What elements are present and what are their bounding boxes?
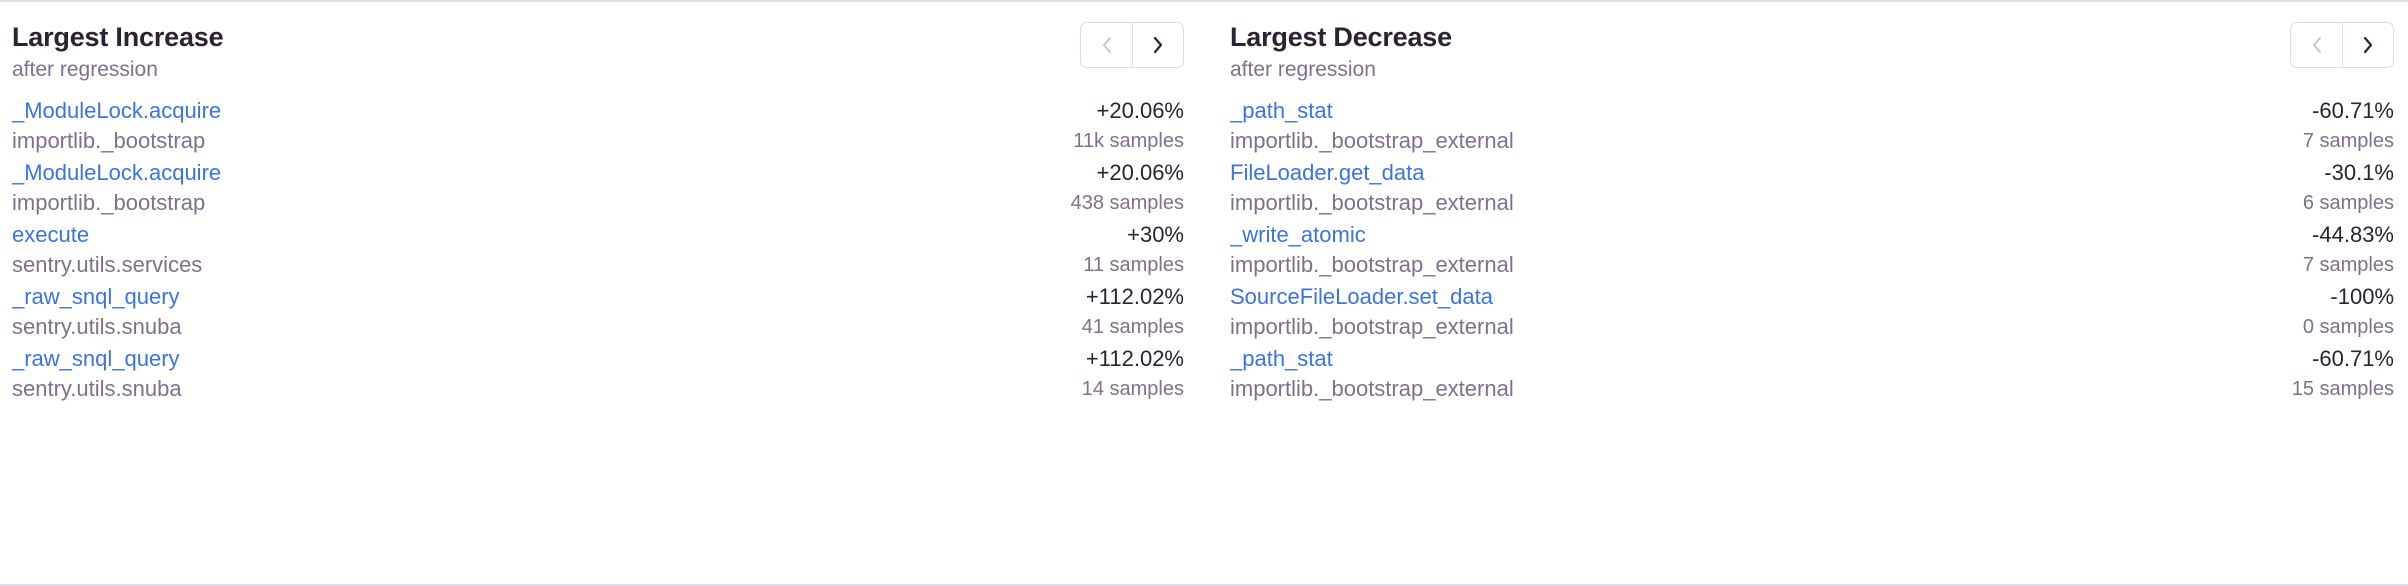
function-metrics: +20.06% 11k samples — [1073, 96, 1184, 156]
change-percent: -100% — [2330, 284, 2394, 309]
sample-count: 15 samples — [2291, 378, 2394, 400]
function-metrics: -60.71% 15 samples — [2292, 344, 2394, 404]
function-list: _path_stat importlib._bootstrap_external… — [1230, 96, 2394, 406]
change-percent: +112.02% — [1085, 346, 1184, 371]
function-link[interactable]: _ModuleLock.acquire — [12, 160, 222, 185]
panel-header: Largest Increase after regression — [12, 20, 1184, 92]
function-package: sentry.utils.snuba — [12, 376, 182, 401]
change-percent: -30.1% — [2324, 160, 2394, 185]
function-package: importlib._bootstrap — [12, 190, 206, 215]
function-link[interactable]: _write_atomic — [1230, 222, 1366, 247]
function-link[interactable]: _ModuleLock.acquire — [12, 98, 222, 123]
function-package: importlib._bootstrap_external — [1230, 314, 1514, 339]
list-item[interactable]: _raw_snql_query sentry.utils.snuba +112.… — [12, 344, 1184, 406]
panel-header: Largest Decrease after regression — [1230, 20, 2394, 92]
list-item[interactable]: _ModuleLock.acquire importlib._bootstrap… — [12, 158, 1184, 220]
change-percent: -60.71% — [2312, 346, 2394, 371]
function-identity: _raw_snql_query sentry.utils.snuba — [12, 344, 182, 404]
panel-title-group: Largest Decrease after regression — [1230, 20, 1452, 84]
change-percent: -60.71% — [2312, 98, 2394, 123]
pagination — [2290, 22, 2394, 68]
pagination — [1080, 22, 1184, 68]
function-package: importlib._bootstrap_external — [1230, 252, 1514, 277]
panel-largest-increase: Largest Increase after regression — [0, 2, 1204, 584]
list-item[interactable]: _ModuleLock.acquire importlib._bootstrap… — [12, 96, 1184, 158]
chevron-left-icon — [1099, 34, 1115, 56]
function-link[interactable]: execute — [12, 222, 90, 247]
page-subtitle: after regression — [1230, 58, 1376, 81]
function-metrics: +20.06% 438 samples — [1071, 158, 1184, 218]
function-metrics: -30.1% 6 samples — [2303, 158, 2394, 218]
change-percent: -44.83% — [2312, 222, 2394, 247]
function-identity: execute sentry.utils.services — [12, 220, 202, 280]
function-identity: SourceFileLoader.set_data importlib._boo… — [1230, 282, 1514, 342]
chevron-left-icon — [2309, 34, 2325, 56]
function-link[interactable]: _path_stat — [1230, 98, 1333, 123]
function-metrics: +30% 11 samples — [1083, 220, 1184, 280]
sample-count: 438 samples — [1070, 192, 1184, 214]
function-link[interactable]: _raw_snql_query — [12, 346, 180, 371]
sample-count: 0 samples — [2302, 316, 2394, 338]
panel-largest-decrease: Largest Decrease after regression — [1204, 2, 2408, 584]
list-item[interactable]: _path_stat importlib._bootstrap_external… — [1230, 96, 2394, 158]
list-item[interactable]: _path_stat importlib._bootstrap_external… — [1230, 344, 2394, 406]
next-page-button[interactable] — [1132, 22, 1184, 68]
function-package: importlib._bootstrap_external — [1230, 128, 1514, 153]
function-package: importlib._bootstrap_external — [1230, 190, 1514, 215]
sample-count: 7 samples — [2302, 254, 2394, 276]
chevron-right-icon — [1150, 34, 1166, 56]
function-identity: _path_stat importlib._bootstrap_external — [1230, 344, 1514, 404]
function-identity: _path_stat importlib._bootstrap_external — [1230, 96, 1514, 156]
sample-count: 14 samples — [1081, 378, 1184, 400]
sample-count: 6 samples — [2302, 192, 2394, 214]
sample-count: 41 samples — [1081, 316, 1184, 338]
change-percent: +20.06% — [1096, 98, 1184, 123]
function-metrics: +112.02% 14 samples — [1082, 344, 1184, 404]
chevron-right-icon — [2360, 34, 2376, 56]
function-package: sentry.utils.services — [12, 252, 203, 277]
page-subtitle: after regression — [12, 58, 158, 81]
function-link[interactable]: FileLoader.get_data — [1230, 160, 1425, 185]
sample-count: 11k samples — [1073, 130, 1184, 152]
change-percent: +30% — [1127, 222, 1184, 247]
function-package: importlib._bootstrap_external — [1230, 376, 1514, 401]
list-item[interactable]: _raw_snql_query sentry.utils.snuba +112.… — [12, 282, 1184, 344]
function-identity: _write_atomic importlib._bootstrap_exter… — [1230, 220, 1514, 280]
previous-page-button[interactable] — [1080, 22, 1132, 68]
function-identity: FileLoader.get_data importlib._bootstrap… — [1230, 158, 1514, 218]
list-item[interactable]: _write_atomic importlib._bootstrap_exter… — [1230, 220, 2394, 282]
page-title: Largest Increase — [12, 22, 224, 52]
function-list: _ModuleLock.acquire importlib._bootstrap… — [12, 96, 1184, 406]
panel-title-group: Largest Increase after regression — [12, 20, 224, 84]
function-link[interactable]: _path_stat — [1230, 346, 1333, 371]
sample-count: 11 samples — [1083, 254, 1184, 276]
function-metrics: -44.83% 7 samples — [2303, 220, 2394, 280]
list-item[interactable]: FileLoader.get_data importlib._bootstrap… — [1230, 158, 2394, 220]
page-title: Largest Decrease — [1230, 22, 1452, 52]
function-metrics: -60.71% 7 samples — [2303, 96, 2394, 156]
function-identity: _ModuleLock.acquire importlib._bootstrap — [12, 158, 221, 218]
function-link[interactable]: SourceFileLoader.set_data — [1230, 284, 1493, 309]
function-link[interactable]: _raw_snql_query — [12, 284, 180, 309]
function-metrics: +112.02% 41 samples — [1082, 282, 1184, 342]
list-item[interactable]: SourceFileLoader.set_data importlib._boo… — [1230, 282, 2394, 344]
previous-page-button[interactable] — [2290, 22, 2342, 68]
function-identity: _raw_snql_query sentry.utils.snuba — [12, 282, 182, 342]
change-percent: +20.06% — [1096, 160, 1184, 185]
next-page-button[interactable] — [2342, 22, 2394, 68]
function-package: sentry.utils.snuba — [12, 314, 182, 339]
sample-count: 7 samples — [2302, 130, 2394, 152]
function-package: importlib._bootstrap — [12, 128, 206, 153]
list-item[interactable]: execute sentry.utils.services +30% 11 sa… — [12, 220, 1184, 282]
change-percent: +112.02% — [1085, 284, 1184, 309]
function-identity: _ModuleLock.acquire importlib._bootstrap — [12, 96, 221, 156]
function-metrics: -100% 0 samples — [2303, 282, 2394, 342]
